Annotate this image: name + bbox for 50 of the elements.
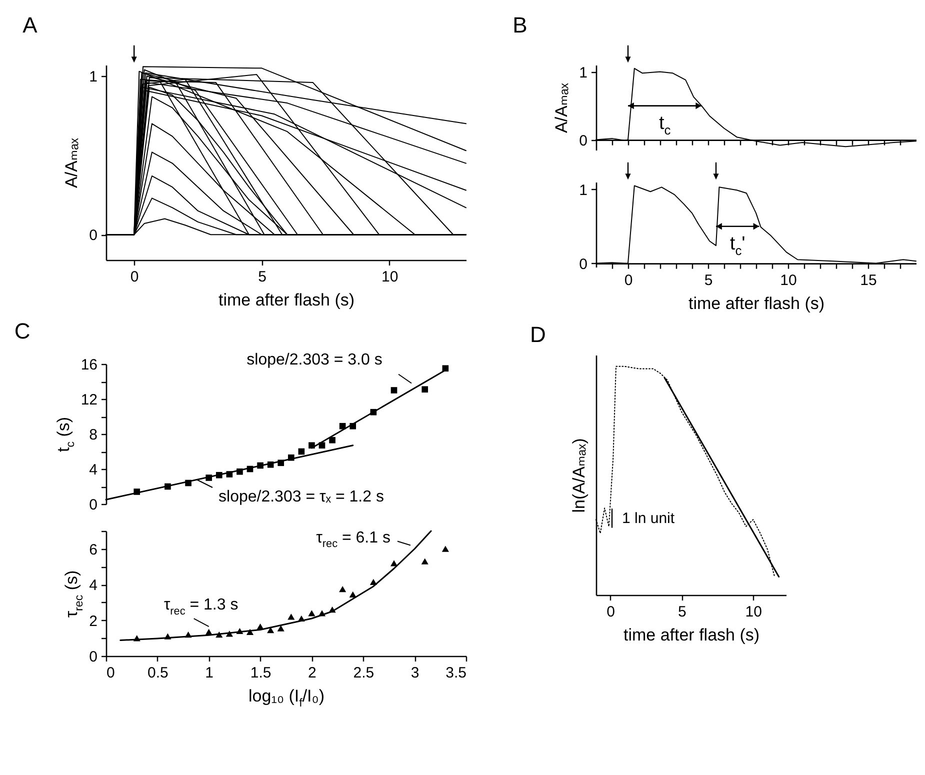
- chart-title: A: [22, 12, 38, 38]
- x-tick-label: 0: [624, 272, 633, 289]
- y-tick-label: 12: [80, 392, 98, 408]
- y-tick-label: 8: [89, 426, 98, 444]
- x-tick-label: 0: [106, 664, 115, 682]
- x-axis-title: time after flash (s): [218, 290, 355, 310]
- chart-title: C: [14, 318, 30, 344]
- y-tick-label: 0: [579, 132, 588, 150]
- x-tick-label: 10: [780, 272, 797, 289]
- x-tick-label: 10: [382, 268, 398, 286]
- y-tick-label: 0: [89, 648, 98, 666]
- x-tick-label: 5: [678, 604, 686, 620]
- x-tick-label: 0: [130, 268, 139, 286]
- x-tick-label: 0.5: [148, 664, 168, 682]
- y-tick-label: 0: [89, 496, 98, 514]
- x-axis-title: time after flash (s): [688, 294, 825, 313]
- y-tick-label: 1: [579, 64, 588, 82]
- y-tick-label: 4: [89, 577, 98, 594]
- x-tick-label: 0: [606, 604, 615, 620]
- y-tick-label: 16: [80, 356, 98, 374]
- x-tick-label: 3.5: [446, 664, 466, 682]
- x-axis-title: time after flash (s): [623, 626, 760, 644]
- x-axis-title: log₁₀ (I$_{f}$/I₀): [248, 686, 324, 710]
- x-tick-label: 2.5: [353, 664, 374, 682]
- x-tick-label: 3: [410, 664, 420, 682]
- y-axis-title: A/Aₘₐₓ: [62, 138, 82, 188]
- x-tick-label: 10: [745, 604, 762, 620]
- y-tick-label: 6: [89, 541, 98, 558]
- y-axis-title: A/Aₘₐₓ: [552, 82, 572, 133]
- y-axis-title: ln(A/Aₘₐₓ): [570, 438, 588, 513]
- y-tick-label: 0: [579, 256, 588, 273]
- annotation: τ$_{rec}$ = 6.1 s: [316, 529, 390, 550]
- annotation: τ$_{rec}$ = 1.3 s: [164, 596, 238, 618]
- y-tick-label: 1: [89, 68, 98, 86]
- annotation: t$_{c}$': [730, 233, 746, 258]
- chart-title: B: [512, 12, 528, 38]
- annotation: 1 ln unit: [622, 510, 676, 528]
- annotation: t$_{c}$: [658, 112, 672, 138]
- y-tick-label: 4: [89, 462, 98, 478]
- chart-title: D: [530, 322, 546, 347]
- x-tick-label: 1: [205, 664, 214, 682]
- y-tick-label: 1: [579, 182, 588, 199]
- x-tick-label: 5: [704, 272, 713, 289]
- y-tick-label: 0: [89, 227, 98, 244]
- annotation: slope/2.303 = 3.0 s: [246, 351, 382, 368]
- x-tick-label: 5: [258, 268, 266, 286]
- x-tick-label: 2: [308, 664, 316, 682]
- x-tick-label: 15: [860, 272, 877, 289]
- annotation: slope/2.303 = τₓ = 1.2 s: [218, 488, 384, 506]
- x-tick-label: 1.5: [250, 664, 272, 682]
